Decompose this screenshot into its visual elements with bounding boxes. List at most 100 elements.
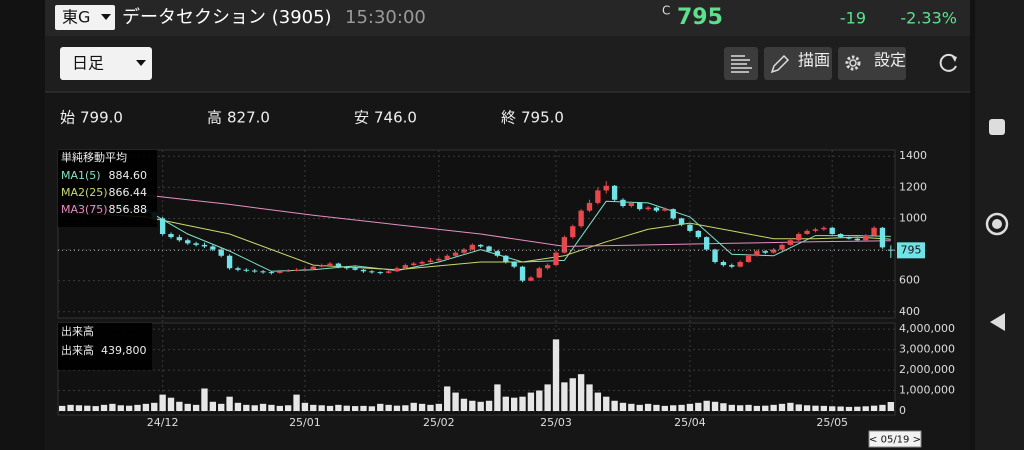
candle-body <box>277 271 283 273</box>
volume-bar <box>184 403 191 411</box>
refresh-icon[interactable] <box>939 53 957 72</box>
candle-body <box>863 235 869 241</box>
nav-back[interactable] <box>990 313 1005 331</box>
y-tick-label: 3,000,000 <box>899 343 955 356</box>
volume-bar <box>510 397 518 411</box>
candle-body <box>712 249 718 262</box>
volume-legend-label: 出来高 <box>61 343 94 357</box>
settings-label: 設定 <box>874 51 906 70</box>
settings-button[interactable]: 設定 <box>838 47 906 80</box>
volume-bar <box>728 404 735 411</box>
candle-body <box>804 230 810 234</box>
y-tick-label: 1000 <box>899 211 927 224</box>
candle-body <box>419 262 425 264</box>
volume-bar <box>284 405 292 411</box>
header-bar <box>45 0 970 36</box>
volume-bar <box>410 402 417 411</box>
candle-body <box>252 270 258 272</box>
volume-bar <box>703 400 710 411</box>
ma-line <box>62 189 891 247</box>
ma-line <box>62 211 891 271</box>
candle-body <box>318 265 325 267</box>
volume-bar <box>778 403 786 411</box>
price-prefix: C <box>662 4 670 18</box>
draw-button[interactable]: 描画 <box>764 47 832 80</box>
y-tick-label: 1200 <box>899 180 927 193</box>
ma-legend-box <box>58 150 157 227</box>
legend-value: 866.44 <box>109 186 148 199</box>
volume-bar <box>494 384 501 411</box>
volume-bar <box>619 402 627 411</box>
volume-bar <box>862 406 869 411</box>
candle-body <box>385 271 392 273</box>
candle-body <box>812 229 819 231</box>
candle-body <box>854 238 861 241</box>
last-price-tag <box>897 242 925 259</box>
candle-body <box>411 263 417 266</box>
candle-body <box>595 190 601 203</box>
candle-body <box>226 255 233 269</box>
ohlc-label: 始 <box>60 109 75 127</box>
legend-value: 856.88 <box>109 203 148 216</box>
candle-body <box>528 277 534 281</box>
volume-frame <box>57 322 896 416</box>
volume-bar <box>218 403 225 411</box>
draw-label: 描画 <box>798 51 830 70</box>
y-tick-label: 0 <box>899 404 906 417</box>
price: 795 <box>677 5 723 30</box>
volume-bar <box>795 404 802 411</box>
legend-name: MA1(5) <box>61 169 101 182</box>
candle-body <box>360 269 367 272</box>
candle-body <box>268 272 275 274</box>
candle-body <box>570 226 576 238</box>
candle-body <box>754 251 760 256</box>
candle-body <box>762 251 768 253</box>
gear-outer <box>845 55 861 71</box>
ohlc-row: 始 799.0 高 827.0 安 746.0 終 795.0 <box>60 109 564 127</box>
refresh-arrow <box>951 55 957 62</box>
volume-bar <box>351 406 359 411</box>
period-select[interactable] <box>60 47 152 80</box>
x-tick-label: 25/01 <box>289 416 321 429</box>
volume-bar <box>854 406 861 411</box>
y-tick-label: 1400 <box>899 149 927 162</box>
x-tick-label: 25/04 <box>674 416 706 429</box>
volume-bar <box>686 403 694 411</box>
ohlc-value: 795.0 <box>521 109 564 127</box>
volume-bar <box>762 405 769 411</box>
candle-body <box>469 244 475 250</box>
ma-line <box>62 200 891 272</box>
volume-bar <box>720 403 727 411</box>
candle-body <box>544 265 551 269</box>
volume-bar <box>594 392 602 411</box>
market-select[interactable] <box>55 5 115 30</box>
volume-bar <box>887 401 894 411</box>
candle-body <box>821 227 827 230</box>
candle-body <box>193 243 199 245</box>
candle-body <box>837 234 844 238</box>
ma-legend-title: 単純移動平均 <box>61 150 127 164</box>
volume-bar <box>477 401 484 411</box>
candle-body <box>402 265 409 269</box>
candle-body <box>678 218 685 225</box>
candle-body <box>871 227 877 236</box>
settings-button-bg <box>838 47 906 80</box>
volume-bar <box>301 402 309 411</box>
candle-body <box>394 268 400 272</box>
volume-bar <box>226 396 233 411</box>
volume-bar <box>75 405 83 411</box>
candle-body <box>478 244 484 247</box>
ohlc-label: 安 <box>354 109 369 127</box>
nav-home[interactable] <box>985 212 1009 236</box>
volume-bar <box>644 403 652 411</box>
x-tick-label: 24/12 <box>147 416 179 429</box>
volume-bar <box>812 405 819 411</box>
candle-body <box>201 244 208 247</box>
nav-recent[interactable] <box>989 119 1005 135</box>
dropdown-arrow <box>136 60 146 66</box>
volume-legend-value: 439,800 <box>101 344 147 357</box>
gear-inner <box>849 59 857 67</box>
candle-body <box>779 244 785 250</box>
candle-body <box>436 258 442 261</box>
